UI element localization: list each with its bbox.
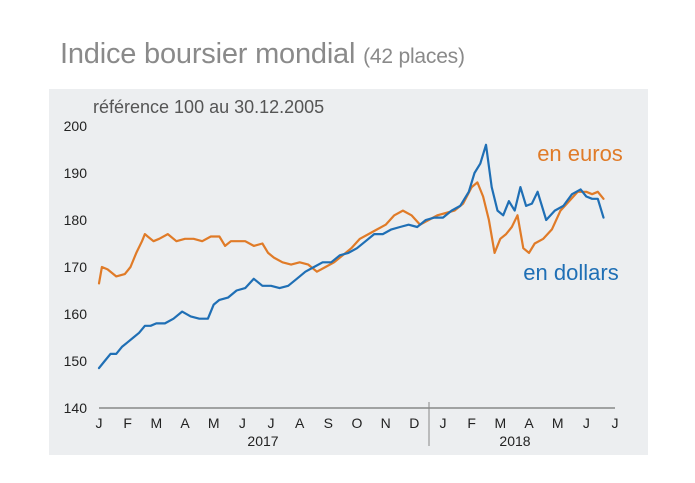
y-tick-label: 170 (64, 259, 88, 275)
x-tick-label: F (467, 415, 476, 431)
x-tick-label: J (96, 415, 103, 431)
series-line-dollars (97, 143, 605, 370)
chart-title-main: Indice boursier mondial (60, 38, 356, 70)
chart-title-sub: (42 places) (363, 45, 465, 68)
x-tick-label: N (381, 415, 391, 431)
x-tick-label: J (612, 415, 619, 431)
year-label: 2018 (499, 433, 530, 449)
x-tick-label: A (295, 415, 305, 431)
y-tick-label: 180 (64, 212, 88, 228)
x-tick-label: J (239, 415, 246, 431)
x-tick-label: D (409, 415, 419, 431)
x-tick-label: A (180, 415, 190, 431)
x-tick-label: J (268, 415, 275, 431)
series-label-dollars: en dollars (523, 260, 618, 285)
y-axis-label: référence 100 au 30.12.2005 (93, 97, 324, 117)
x-tick-label: F (123, 415, 132, 431)
y-tick-label: 160 (64, 306, 88, 322)
series-line-euros (97, 181, 605, 285)
year-label: 2017 (247, 433, 278, 449)
x-tick-label: M (552, 415, 564, 431)
x-tick-label: J (583, 415, 590, 431)
x-tick-label: M (150, 415, 162, 431)
x-tick-label: S (324, 415, 333, 431)
x-tick-label: J (440, 415, 447, 431)
x-tick-label: O (352, 415, 363, 431)
y-tick-label: 190 (64, 165, 88, 181)
x-tick-label: M (494, 415, 506, 431)
x-tick-label: A (524, 415, 534, 431)
chart-title: Indice boursier mondial (42 places) (60, 38, 465, 71)
x-tick-label: M (208, 415, 220, 431)
y-tick-label: 140 (64, 400, 88, 416)
y-tick-label: 150 (64, 353, 88, 369)
series-label-euros: en euros (537, 141, 623, 166)
y-tick-label: 200 (64, 118, 88, 134)
plot-panel (49, 89, 648, 455)
